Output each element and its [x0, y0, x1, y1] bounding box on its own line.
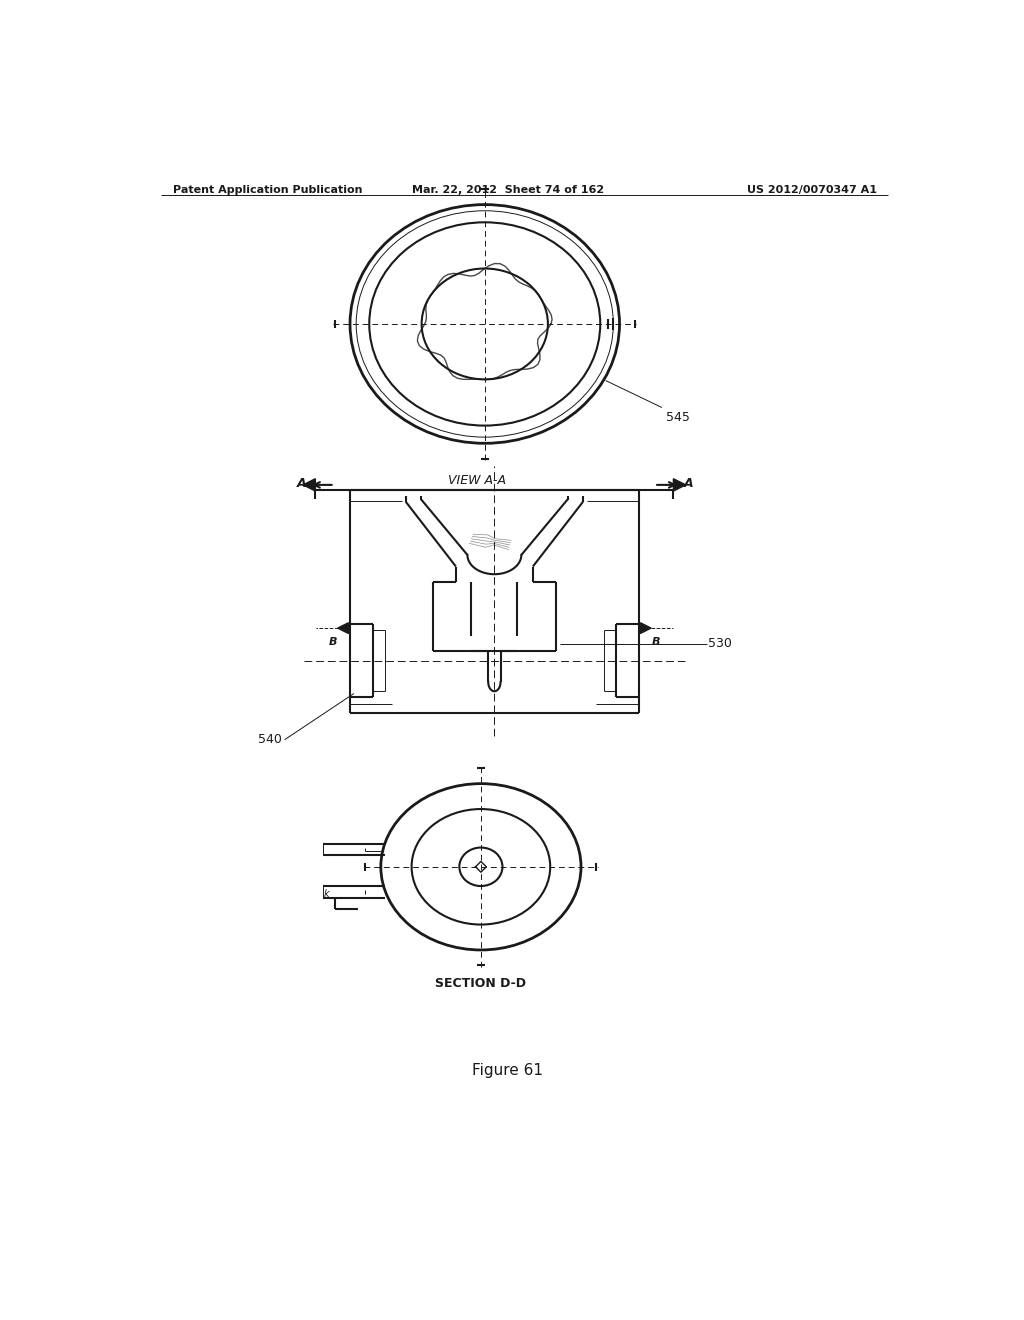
Text: B: B: [651, 638, 659, 647]
Text: B: B: [329, 638, 337, 647]
Text: VIEW A-A: VIEW A-A: [449, 474, 506, 487]
Text: Patent Application Publication: Patent Application Publication: [173, 185, 362, 195]
Text: 545: 545: [666, 412, 689, 424]
Text: Mar. 22, 2012  Sheet 74 of 162: Mar. 22, 2012 Sheet 74 of 162: [412, 185, 604, 195]
Polygon shape: [338, 623, 348, 634]
Text: 540: 540: [258, 733, 282, 746]
Polygon shape: [640, 623, 651, 634]
Text: A: A: [297, 477, 306, 490]
Text: US 2012/0070347 A1: US 2012/0070347 A1: [748, 185, 878, 195]
Text: SECTION D-D: SECTION D-D: [435, 977, 526, 990]
Text: k: k: [325, 890, 330, 899]
Polygon shape: [303, 479, 315, 491]
Text: A: A: [683, 477, 693, 490]
Text: Figure 61: Figure 61: [472, 1063, 544, 1078]
Text: 530: 530: [708, 638, 732, 649]
Polygon shape: [674, 479, 686, 491]
